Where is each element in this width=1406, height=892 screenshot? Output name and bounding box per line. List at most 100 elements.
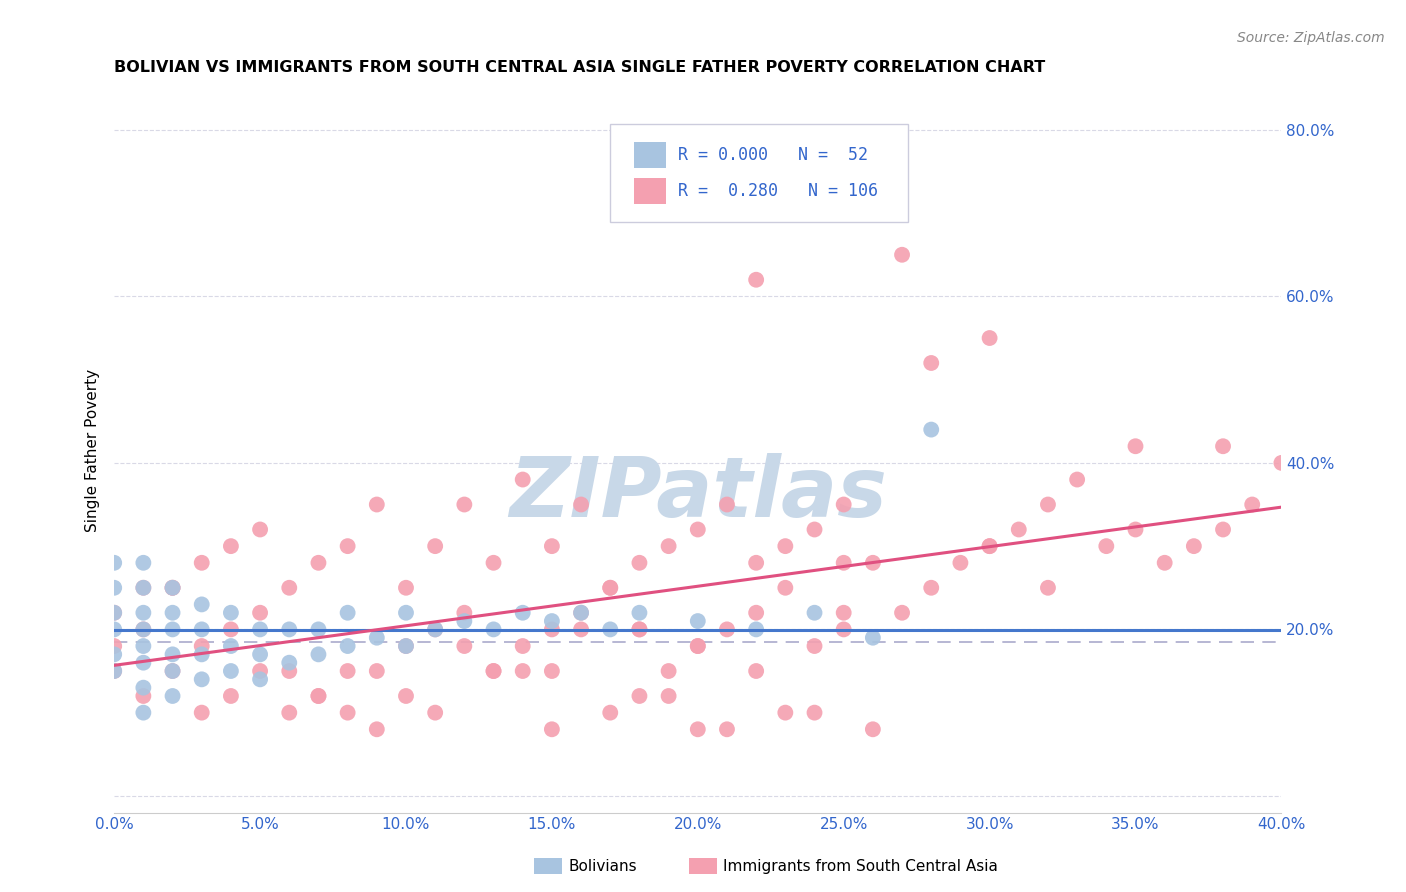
Point bbox=[162, 581, 184, 595]
Point bbox=[453, 614, 475, 628]
Point bbox=[132, 681, 155, 695]
Point bbox=[803, 523, 825, 537]
Point bbox=[425, 623, 447, 637]
Point bbox=[512, 639, 534, 653]
Point bbox=[132, 639, 155, 653]
Point bbox=[775, 706, 797, 720]
Point bbox=[219, 606, 242, 620]
Point bbox=[599, 581, 621, 595]
Point bbox=[599, 623, 621, 637]
Point bbox=[219, 539, 242, 553]
Point bbox=[482, 664, 505, 678]
Point bbox=[366, 723, 388, 737]
Point bbox=[569, 606, 592, 620]
Point bbox=[949, 556, 972, 570]
Point bbox=[686, 614, 709, 628]
Point bbox=[541, 539, 564, 553]
Point bbox=[686, 639, 709, 653]
Point bbox=[1182, 539, 1205, 553]
Point bbox=[862, 723, 884, 737]
Point bbox=[162, 648, 184, 662]
Point bbox=[132, 606, 155, 620]
Text: ZIPatlas: ZIPatlas bbox=[509, 453, 887, 534]
Point bbox=[103, 648, 125, 662]
Point bbox=[307, 648, 329, 662]
Point bbox=[599, 581, 621, 595]
Point bbox=[1212, 439, 1234, 453]
Point bbox=[249, 648, 271, 662]
Point bbox=[103, 556, 125, 570]
Point bbox=[745, 273, 768, 287]
Point bbox=[920, 356, 942, 370]
Point bbox=[512, 664, 534, 678]
Point bbox=[569, 623, 592, 637]
Point bbox=[658, 689, 681, 703]
Point bbox=[395, 689, 418, 703]
FancyBboxPatch shape bbox=[634, 178, 666, 204]
Point bbox=[1125, 439, 1147, 453]
Point bbox=[103, 664, 125, 678]
Point bbox=[162, 606, 184, 620]
Point bbox=[132, 656, 155, 670]
Point bbox=[628, 623, 651, 637]
Point bbox=[395, 606, 418, 620]
Point bbox=[745, 606, 768, 620]
Point bbox=[453, 639, 475, 653]
Point bbox=[132, 623, 155, 637]
Point bbox=[541, 623, 564, 637]
Point bbox=[249, 606, 271, 620]
Point bbox=[628, 606, 651, 620]
Point bbox=[775, 539, 797, 553]
Point bbox=[1036, 581, 1059, 595]
Point bbox=[832, 556, 855, 570]
Point bbox=[190, 623, 212, 637]
Point bbox=[1270, 456, 1292, 470]
Point bbox=[307, 556, 329, 570]
Point bbox=[658, 539, 681, 553]
Point bbox=[132, 689, 155, 703]
Point bbox=[336, 539, 359, 553]
Point bbox=[103, 606, 125, 620]
Point bbox=[190, 598, 212, 612]
Text: Immigrants from South Central Asia: Immigrants from South Central Asia bbox=[723, 859, 998, 873]
Text: BOLIVIAN VS IMMIGRANTS FROM SOUTH CENTRAL ASIA SINGLE FATHER POVERTY CORRELATION: BOLIVIAN VS IMMIGRANTS FROM SOUTH CENTRA… bbox=[114, 60, 1046, 75]
Point bbox=[453, 606, 475, 620]
Point bbox=[745, 664, 768, 678]
Point bbox=[162, 689, 184, 703]
Point bbox=[979, 539, 1001, 553]
Point bbox=[336, 706, 359, 720]
Point bbox=[366, 664, 388, 678]
Point bbox=[920, 581, 942, 595]
Point bbox=[132, 581, 155, 595]
Point bbox=[278, 581, 301, 595]
Point bbox=[395, 581, 418, 595]
Point bbox=[453, 498, 475, 512]
Point bbox=[425, 706, 447, 720]
Point bbox=[512, 606, 534, 620]
Point bbox=[219, 664, 242, 678]
Point bbox=[803, 639, 825, 653]
FancyBboxPatch shape bbox=[610, 125, 908, 222]
Point bbox=[745, 623, 768, 637]
Point bbox=[132, 556, 155, 570]
Point bbox=[425, 539, 447, 553]
Point bbox=[190, 706, 212, 720]
Point bbox=[599, 706, 621, 720]
Point bbox=[307, 623, 329, 637]
Text: R = 0.000   N =  52: R = 0.000 N = 52 bbox=[678, 146, 868, 164]
Point bbox=[425, 623, 447, 637]
Point bbox=[162, 664, 184, 678]
Point bbox=[162, 581, 184, 595]
Point bbox=[862, 556, 884, 570]
Point bbox=[862, 631, 884, 645]
Point bbox=[979, 331, 1001, 345]
Point bbox=[716, 623, 738, 637]
Point bbox=[219, 623, 242, 637]
Point bbox=[366, 498, 388, 512]
Point bbox=[686, 523, 709, 537]
Point bbox=[336, 639, 359, 653]
Point bbox=[162, 664, 184, 678]
FancyBboxPatch shape bbox=[634, 142, 666, 168]
Point bbox=[278, 664, 301, 678]
Point bbox=[1095, 539, 1118, 553]
